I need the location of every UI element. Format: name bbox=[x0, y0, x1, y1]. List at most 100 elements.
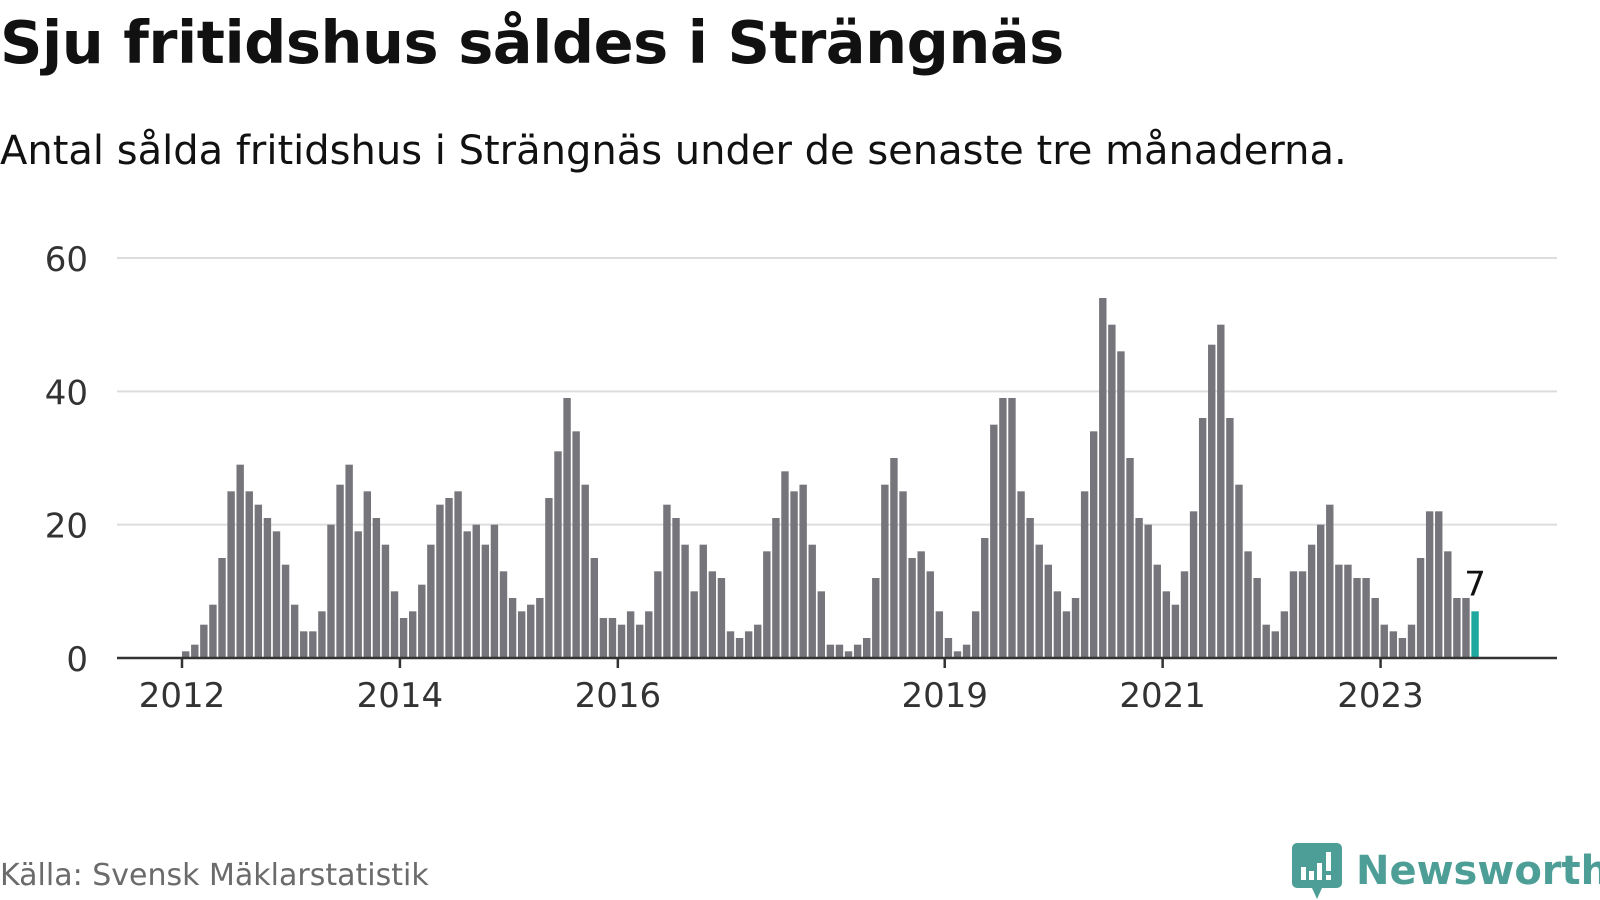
bar bbox=[245, 491, 253, 658]
bar bbox=[1362, 578, 1370, 658]
bar bbox=[1235, 484, 1243, 658]
x-axis-ticks: 2012 2014 2016 2019 2021 2023 bbox=[139, 658, 1424, 716]
bars bbox=[182, 298, 1479, 658]
bar bbox=[536, 598, 544, 658]
bar bbox=[1289, 571, 1298, 658]
bar bbox=[962, 644, 971, 658]
bar bbox=[309, 631, 317, 658]
bar bbox=[545, 498, 553, 658]
bar bbox=[472, 524, 480, 658]
bar bbox=[354, 531, 362, 658]
bar bbox=[981, 538, 989, 658]
bar bbox=[236, 464, 244, 658]
bar bbox=[409, 611, 417, 658]
bar bbox=[427, 544, 435, 658]
bar bbox=[1453, 598, 1461, 658]
x-tick-label-2016: 2016 bbox=[575, 676, 662, 716]
x-tick-label-2012: 2012 bbox=[139, 676, 226, 716]
bar bbox=[1044, 564, 1052, 658]
bar bbox=[799, 484, 807, 658]
bar bbox=[1071, 598, 1080, 658]
bar bbox=[1353, 578, 1361, 658]
bar bbox=[1017, 491, 1025, 658]
bar bbox=[1380, 624, 1388, 658]
newsworthy-logo-icon bbox=[1292, 843, 1342, 899]
bar bbox=[935, 611, 944, 658]
bar bbox=[345, 464, 353, 658]
bar bbox=[1080, 491, 1089, 658]
bar bbox=[1198, 418, 1207, 658]
bar bbox=[617, 624, 626, 658]
bar bbox=[1108, 324, 1116, 658]
bar bbox=[272, 531, 281, 658]
bar bbox=[744, 631, 753, 658]
bar bbox=[899, 491, 907, 658]
bar bbox=[1389, 631, 1398, 658]
bar bbox=[1144, 524, 1152, 658]
bar bbox=[1435, 511, 1443, 658]
bar bbox=[1425, 511, 1434, 658]
bar bbox=[890, 458, 898, 658]
bar bbox=[1335, 564, 1343, 658]
y-axis-ticks: 0 20 40 60 bbox=[45, 240, 88, 680]
bar bbox=[1398, 638, 1407, 658]
bar bbox=[853, 644, 862, 658]
bar bbox=[608, 618, 617, 658]
bar bbox=[754, 624, 762, 658]
bar bbox=[445, 498, 453, 658]
bar bbox=[463, 531, 471, 658]
bar bbox=[917, 551, 925, 658]
bar bbox=[1371, 598, 1379, 658]
bar bbox=[645, 611, 653, 658]
bar bbox=[590, 558, 598, 658]
bar bbox=[663, 504, 671, 658]
bar bbox=[1117, 351, 1125, 658]
bar bbox=[654, 571, 662, 658]
x-tick-label-2014: 2014 bbox=[357, 676, 444, 716]
bar bbox=[263, 518, 272, 658]
bar bbox=[1262, 624, 1270, 658]
bar bbox=[218, 558, 226, 658]
bar bbox=[381, 544, 390, 658]
bar bbox=[290, 604, 299, 658]
x-tick-label-2021: 2021 bbox=[1119, 676, 1206, 716]
bar bbox=[626, 611, 635, 658]
bar bbox=[399, 618, 408, 658]
bar bbox=[790, 491, 798, 658]
bar bbox=[990, 424, 998, 658]
bar bbox=[554, 451, 562, 658]
bar bbox=[481, 544, 490, 658]
bar bbox=[835, 644, 844, 658]
bar-latest bbox=[1471, 611, 1479, 658]
bar bbox=[1008, 398, 1016, 658]
bar bbox=[1053, 591, 1062, 658]
bar bbox=[390, 591, 399, 658]
bar bbox=[1217, 324, 1225, 658]
bar bbox=[363, 491, 371, 658]
y-tick-label-20: 20 bbox=[45, 507, 88, 547]
gridlines bbox=[117, 257, 1557, 526]
chart-subtitle: Antal sålda fritidshus i Strängnäs under… bbox=[0, 128, 1347, 174]
bar bbox=[209, 604, 217, 658]
bar bbox=[1171, 604, 1180, 658]
bar bbox=[708, 571, 717, 658]
bar bbox=[953, 651, 962, 658]
bar bbox=[336, 484, 344, 658]
bar bbox=[1416, 558, 1425, 658]
bar bbox=[1189, 511, 1198, 658]
bar bbox=[1298, 571, 1307, 658]
bar bbox=[817, 591, 825, 658]
bar bbox=[1271, 631, 1279, 658]
bar bbox=[881, 484, 889, 658]
bar bbox=[581, 484, 589, 658]
y-tick-label-0: 0 bbox=[66, 640, 88, 680]
bar bbox=[1208, 344, 1216, 658]
bar bbox=[672, 518, 680, 658]
bar bbox=[863, 638, 871, 658]
bar bbox=[636, 624, 644, 658]
y-tick-label-60: 60 bbox=[45, 240, 88, 280]
bar bbox=[781, 471, 789, 658]
bar bbox=[763, 551, 771, 658]
bar bbox=[300, 631, 308, 658]
